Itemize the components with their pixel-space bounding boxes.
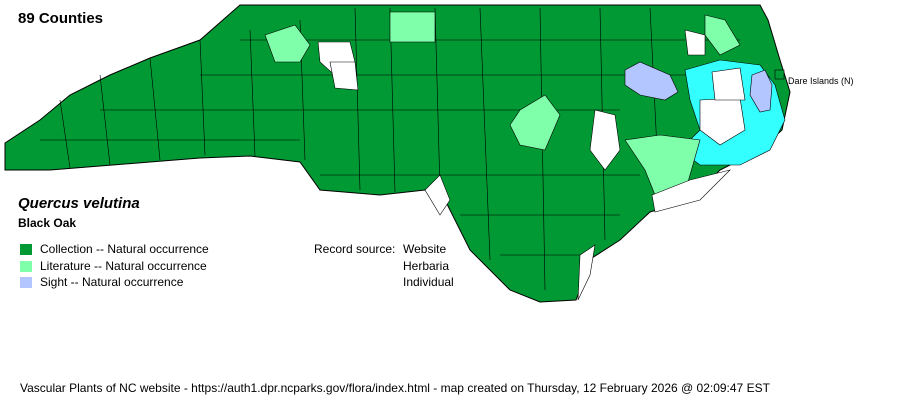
footer-credit: Vascular Plants of NC website - https://… <box>20 381 770 395</box>
county-literature <box>509 94 561 151</box>
dare-islands-marker <box>774 69 785 80</box>
legend-item-collection: Collection -- Natural occurrence <box>20 242 209 256</box>
county-white <box>577 244 596 301</box>
legend-swatch <box>20 260 32 272</box>
legend-swatch <box>20 276 32 288</box>
legend-label: Literature -- Natural occurrence <box>40 259 207 273</box>
legend-label: Sight -- Natural occurrence <box>40 275 184 289</box>
county-white <box>711 67 746 101</box>
county-sight <box>624 61 679 101</box>
county-white <box>589 109 621 171</box>
county-literature <box>389 11 436 43</box>
county-sight <box>749 69 773 113</box>
record-source-website: Website <box>403 242 447 256</box>
county-white <box>424 174 451 216</box>
legend-swatch <box>20 243 32 255</box>
island-label: Dare Islands (N) <box>788 76 854 86</box>
species-common-name: Black Oak <box>18 216 77 230</box>
record-source-individual: Individual <box>403 275 454 289</box>
record-source-label: Record source: <box>314 242 396 256</box>
record-source-herbaria: Herbaria <box>403 259 450 273</box>
legend-item-sight: Sight -- Natural occurrence <box>20 275 183 289</box>
county-count: 89 Counties <box>18 10 104 27</box>
legend-item-literature: Literature -- Natural occurrence <box>20 259 207 273</box>
county-white <box>329 61 359 91</box>
county-literature <box>264 24 311 63</box>
legend-label: Collection -- Natural occurrence <box>40 242 209 256</box>
state-collection-area <box>4 4 791 303</box>
species-scientific-name: Quercus velutina <box>18 195 140 212</box>
county-white <box>684 29 706 56</box>
county-literature <box>704 14 741 56</box>
county-white <box>651 169 731 213</box>
